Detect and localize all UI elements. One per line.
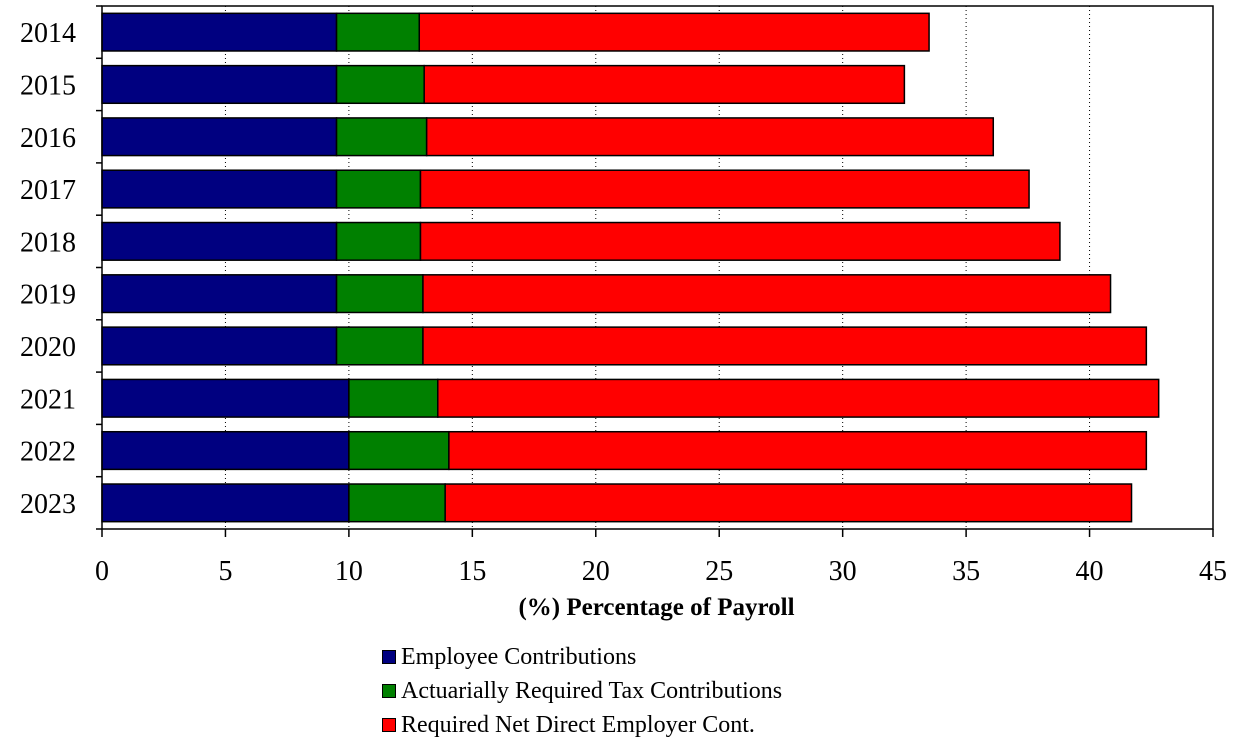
- x-tick-label-45: 45: [1199, 556, 1227, 587]
- legend: Employee Contributions Actuarially Requir…: [382, 640, 782, 742]
- x-axis-title: (%) Percentage of Payroll: [518, 594, 794, 621]
- bar-2020-series-3: [422, 326, 1148, 366]
- bar-2023-series-3: [444, 483, 1133, 523]
- y-tick-label-2021: 2021: [20, 384, 76, 415]
- x-tick-label-25: 25: [705, 556, 733, 587]
- bar-2014-series-3: [418, 12, 930, 52]
- x-tick-label-20: 20: [582, 556, 610, 587]
- y-axis: 2014 2015 2016 2017 2018 2019 2020 2021 2022 2023: [20, 5, 102, 530]
- bar-2015-series-1: [101, 64, 338, 105]
- bar-2022-series-3: [448, 430, 1148, 471]
- x-tick-label-10: 10: [335, 556, 363, 587]
- bar-2019-series-2: [335, 274, 424, 314]
- bar-2016-series-2: [335, 117, 428, 157]
- bar-2019-series-3: [422, 274, 1112, 314]
- x-tick-label-35: 35: [952, 556, 980, 587]
- x-tick-label-15: 15: [458, 556, 486, 587]
- bar-2023-series-2: [348, 483, 446, 523]
- legend-item-3: Required Net Direct Employer Cont.: [382, 708, 782, 742]
- bar-2022-series-1: [101, 430, 350, 471]
- legend-item-1: Employee Contributions: [382, 640, 782, 674]
- bar-2014-series-1: [101, 12, 338, 52]
- y-tick-label-2016: 2016: [20, 123, 76, 154]
- bar-2021-series-1: [101, 378, 350, 418]
- bar-2020-series-2: [335, 326, 424, 366]
- y-tick-label-2017: 2017: [20, 175, 76, 206]
- bar-2015-series-3: [423, 64, 906, 105]
- y-tick-label-2020: 2020: [20, 332, 76, 363]
- legend-label: Required Net Direct Employer Cont.: [401, 711, 755, 738]
- y-tick-label-2015: 2015: [20, 70, 76, 101]
- bar-2018-series-2: [335, 221, 422, 261]
- bar-2017-series-2: [335, 169, 422, 209]
- legend-swatch: [382, 684, 396, 698]
- bar-2016-series-1: [101, 117, 338, 157]
- y-tick-label-2022: 2022: [20, 437, 76, 468]
- legend-label: Actuarially Required Tax Contributions: [401, 677, 783, 704]
- bar-2014-series-2: [335, 12, 421, 52]
- y-tick-label-2014: 2014: [20, 18, 76, 49]
- y-tick-label-2023: 2023: [20, 489, 76, 520]
- bar-2015-series-2: [335, 64, 425, 105]
- bar-2023-series-1: [101, 483, 350, 523]
- bar-2018-series-1: [101, 221, 338, 261]
- bar-2021-series-3: [437, 378, 1160, 418]
- x-tick-label-30: 30: [829, 556, 857, 587]
- legend-label: Employee Contributions: [401, 643, 637, 670]
- y-tick-label-2019: 2019: [20, 280, 76, 311]
- legend-swatch: [382, 718, 396, 732]
- bar-2021-series-2: [348, 378, 439, 418]
- x-tick-label-5: 5: [218, 556, 232, 587]
- stacked-bar-chart: 2014201520162017201820192020202120222023…: [20, 5, 1227, 621]
- bar-2017-series-3: [419, 169, 1030, 209]
- legend-item-2: Actuarially Required Tax Contributions: [382, 674, 782, 708]
- x-tick-label-40: 40: [1076, 556, 1104, 587]
- x-tick-label-0: 0: [95, 556, 109, 587]
- bar-series: [101, 12, 1160, 523]
- bar-2016-series-3: [425, 117, 995, 157]
- bar-2019-series-1: [101, 274, 338, 314]
- bar-2022-series-2: [348, 430, 450, 471]
- bar-2020-series-1: [101, 326, 338, 366]
- legend-swatch: [382, 650, 396, 664]
- y-tick-label-2018: 2018: [20, 227, 76, 258]
- bar-2017-series-1: [101, 169, 338, 209]
- x-axis: 0 5 10 15 20 25 30 35 40 45: [95, 529, 1227, 587]
- bar-2018-series-3: [419, 221, 1061, 261]
